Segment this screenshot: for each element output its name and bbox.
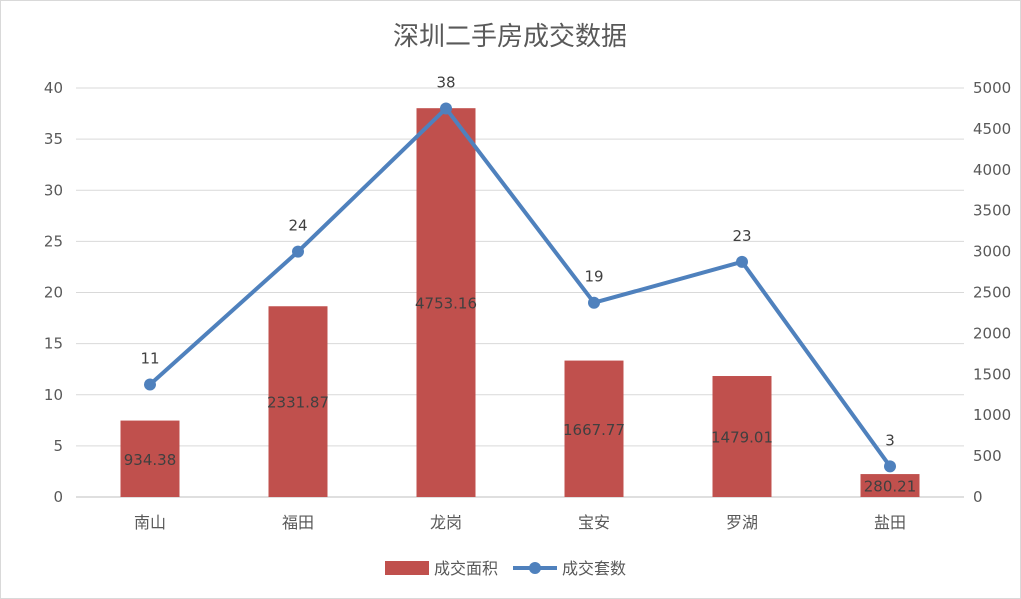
bar-data-label: 4753.16: [415, 295, 477, 313]
right-axis-ticks: 0 500 1000 1500 2000 2500 3000 3500 4000 4500 5000: [973, 79, 1011, 506]
legend-label-bar: 成交面积: [434, 559, 498, 578]
left-axis-tick: 35: [44, 130, 63, 148]
chart-title: 深圳二手房成交数据: [393, 22, 627, 52]
category-label: 南山: [134, 513, 166, 532]
right-axis-tick: 4500: [973, 120, 1011, 138]
bar: [120, 420, 180, 497]
bar-data-label: 1479.01: [711, 429, 773, 447]
legend-swatch-bar: [385, 561, 429, 575]
line-point: [884, 460, 896, 473]
left-axis-tick: 40: [44, 79, 63, 97]
category-axis: 南山 福田 龙岗 宝安 罗湖 盐田: [134, 513, 906, 532]
left-axis-tick: 5: [53, 437, 63, 455]
right-axis-tick: 5000: [973, 79, 1011, 97]
bar: [860, 474, 920, 497]
left-axis-tick: 20: [44, 284, 63, 302]
right-axis-tick: 1000: [973, 406, 1011, 424]
right-axis-tick: 3000: [973, 243, 1011, 261]
legend-marker-line: [529, 562, 541, 574]
line-data-label: 19: [584, 268, 603, 286]
bar: [712, 376, 772, 497]
bar: [416, 108, 476, 497]
line-data-label: 11: [140, 350, 159, 368]
series-line: [148, 106, 892, 469]
left-axis-tick: 25: [44, 232, 63, 250]
category-label: 龙岗: [430, 513, 462, 532]
line-data-label: 24: [288, 217, 307, 235]
legend-label-line: 成交套数: [562, 559, 626, 578]
right-axis-tick: 1500: [973, 365, 1011, 383]
left-axis-tick: 30: [44, 181, 63, 199]
left-axis-tick: 0: [53, 488, 63, 506]
right-axis-tick: 500: [973, 447, 1002, 465]
gridlines: [76, 87, 964, 498]
left-axis-tick: 15: [44, 335, 63, 353]
right-axis-tick: 4000: [973, 161, 1011, 179]
line-point: [440, 102, 452, 115]
category-label: 盐田: [874, 513, 906, 532]
line-data-label: 38: [436, 73, 455, 91]
right-axis-tick: 0: [973, 488, 983, 506]
bar-data-label: 280.21: [864, 478, 917, 496]
line-data-label: 23: [732, 227, 751, 245]
bar-data-labels: 934.38 2331.87 4753.16 1667.77 1479.01 280.21: [124, 295, 917, 496]
line-data-label: 3: [885, 431, 895, 449]
bar-data-label: 1667.77: [563, 421, 625, 439]
legend: 成交面积 成交套数: [385, 559, 626, 578]
right-axis-tick: 2500: [973, 284, 1011, 302]
category-label: 罗湖: [726, 513, 758, 532]
left-axis-tick: 10: [44, 386, 63, 404]
line-data-labels: 11 24 38 19 23 3: [140, 73, 894, 449]
right-axis-tick: 2000: [973, 324, 1011, 342]
bar-data-label: 2331.87: [267, 394, 329, 412]
line-series: [144, 102, 896, 473]
right-axis-tick: 3500: [973, 202, 1011, 220]
left-axis-ticks: 0 5 10 15 20 25 30 35 40: [44, 79, 63, 506]
line-point: [588, 296, 600, 309]
category-label: 宝安: [578, 513, 610, 532]
bar: [268, 306, 328, 497]
line-point: [144, 378, 156, 391]
line-point: [736, 255, 748, 268]
category-label: 福田: [282, 513, 314, 532]
bar-data-label: 934.38: [124, 451, 177, 469]
line-point: [292, 245, 304, 258]
bar-series: [120, 108, 920, 497]
bar: [564, 360, 624, 497]
